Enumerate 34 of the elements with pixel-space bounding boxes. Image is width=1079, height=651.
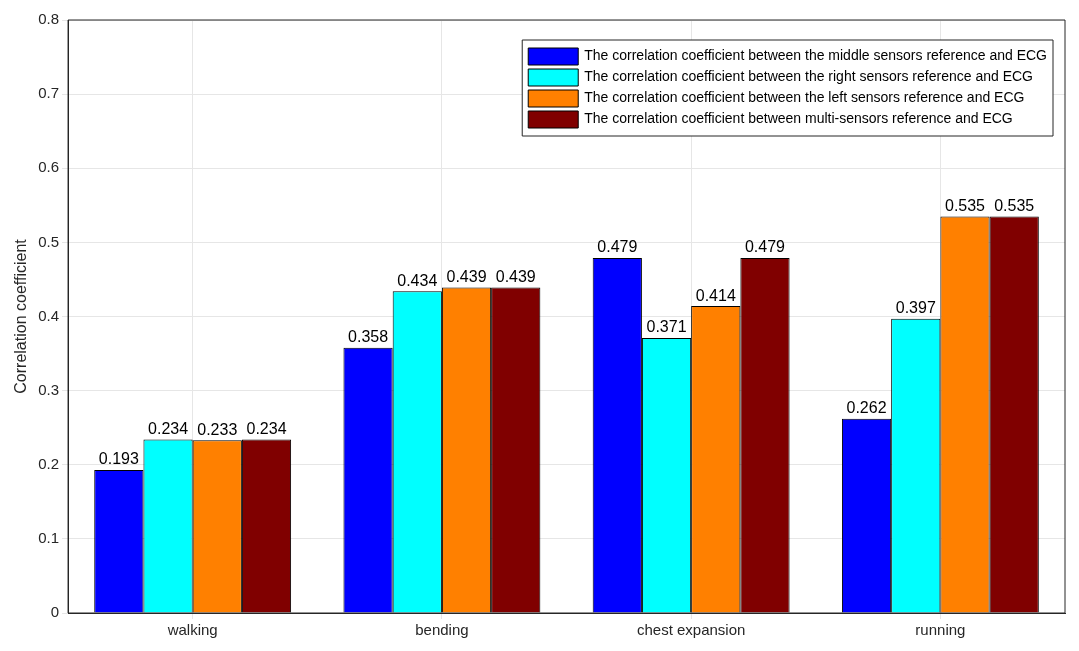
x-tick-label: bending (415, 621, 469, 639)
x-tick-label: walking (166, 621, 218, 639)
y-tick-label: 0.5 (38, 232, 60, 250)
data-label: 0.535 (944, 196, 986, 214)
y-tick-label: 0.1 (38, 529, 60, 547)
data-label: 0.371 (646, 318, 687, 336)
data-label: 0.439 (495, 268, 536, 285)
data-label: 0.414 (695, 286, 736, 304)
data-label: 0.262 (846, 399, 887, 417)
legend-label: The correlation coefficient between multi-sensors reference and ECG (584, 110, 1013, 127)
data-label: 0.234 (246, 419, 287, 437)
y-tick-label: 0.7 (38, 84, 60, 102)
data-label: 0.233 (197, 420, 238, 438)
legend-label: The correlation coefficient between the right sensors reference and ECG (584, 68, 1033, 85)
data-label: 0.234 (148, 419, 189, 437)
data-label: 0.439 (446, 268, 487, 285)
legend-label: The correlation coefficient between the middle sensors reference and ECG (584, 47, 1048, 64)
data-label: 0.193 (98, 450, 139, 468)
x-tick-label: running (915, 621, 966, 639)
x-tick-label: chest expansion (636, 621, 746, 639)
y-tick-label: 0.4 (38, 306, 60, 324)
data-label: 0.535 (994, 196, 1035, 214)
y-tick-label: 0.8 (38, 10, 60, 28)
data-label: 0.434 (397, 271, 438, 289)
y-tick-label: 0.3 (38, 380, 60, 398)
y-tick-label: 0 (50, 603, 60, 621)
data-label: 0.358 (348, 328, 389, 346)
y-tick-label: 0.6 (38, 158, 60, 176)
data-label: 0.479 (597, 238, 638, 256)
y-axis-title: Correlation coefficient (12, 238, 30, 394)
data-label: 0.397 (895, 299, 936, 317)
data-label: 0.479 (744, 238, 786, 256)
y-tick-label: 0.2 (38, 454, 60, 472)
legend-label: The correlation coefficient between the left sensors reference and ECG (584, 89, 1025, 106)
